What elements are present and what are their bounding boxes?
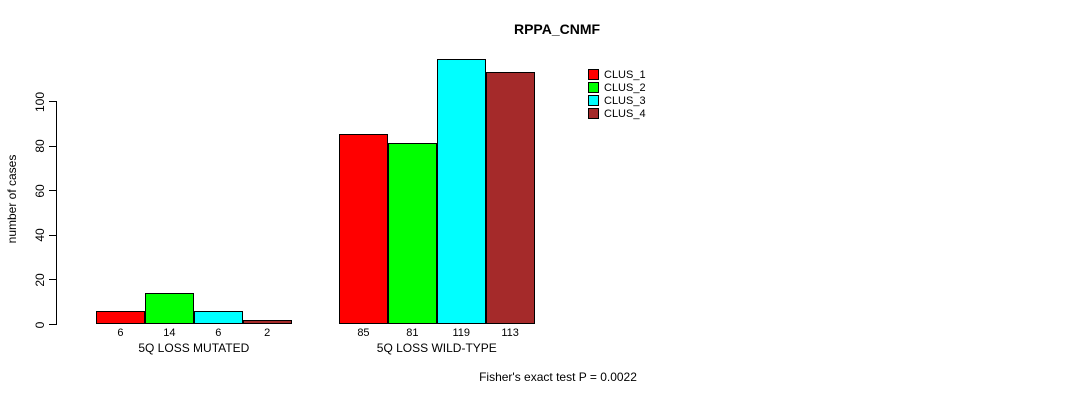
y-tick-label: 60 bbox=[33, 184, 47, 198]
y-axis-tick bbox=[49, 279, 57, 281]
bar-value-label: 14 bbox=[163, 327, 176, 339]
legend-item-clus_3: CLUS_3 bbox=[588, 94, 646, 107]
x-category-label: 5Q LOSS MUTATED bbox=[138, 341, 250, 355]
y-axis-tick bbox=[49, 145, 57, 147]
y-axis-tick bbox=[49, 101, 57, 102]
y-axis-tick bbox=[49, 190, 57, 192]
legend-item-label: CLUS_3 bbox=[604, 94, 646, 107]
bar-value-label: 6 bbox=[215, 327, 222, 339]
y-axis-tick bbox=[49, 324, 57, 325]
bar-clus_4-group2 bbox=[485, 72, 535, 324]
y-tick-label: 100 bbox=[33, 91, 47, 112]
bar-clus_1-group1 bbox=[96, 310, 145, 324]
x-category-label: 5Q LOSS WILD-TYPE bbox=[376, 341, 497, 355]
bar-clus_4-group1 bbox=[242, 319, 292, 324]
bar-clus_3-group2 bbox=[436, 58, 486, 324]
bar-clus_2-group1 bbox=[144, 292, 194, 324]
bar-clus_3-group1 bbox=[193, 310, 243, 324]
y-tick-label: 40 bbox=[33, 228, 47, 242]
y-tick-label: 20 bbox=[33, 273, 47, 287]
bar-value-label: 113 bbox=[501, 327, 519, 339]
legend-item-label: CLUS_2 bbox=[604, 81, 646, 94]
bar-value-label: 2 bbox=[264, 327, 271, 339]
legend-swatch-icon bbox=[588, 108, 599, 119]
bar-clus_2-group2 bbox=[387, 143, 437, 324]
legend-item-clus_1: CLUS_1 bbox=[588, 68, 646, 81]
y-axis-line bbox=[56, 101, 57, 325]
legend-swatch-icon bbox=[588, 69, 599, 80]
stats-footnote: Fisher's exact test P = 0.0022 bbox=[479, 370, 637, 384]
y-tick-label: 80 bbox=[33, 139, 47, 153]
legend-item-label: CLUS_1 bbox=[604, 68, 646, 81]
legend-swatch-icon bbox=[588, 95, 599, 106]
bar-clus_1-group2 bbox=[339, 134, 388, 324]
y-tick-label: 0 bbox=[33, 321, 47, 328]
bar-value-label: 6 bbox=[117, 327, 124, 339]
legend-item-clus_2: CLUS_2 bbox=[588, 81, 646, 94]
chart-title: RPPA_CNMF bbox=[513, 21, 601, 37]
bar-value-label: 81 bbox=[406, 327, 419, 339]
legend-swatch-icon bbox=[588, 82, 599, 93]
legend-item-label: CLUS_4 bbox=[604, 107, 646, 120]
y-axis-tick bbox=[49, 234, 57, 236]
y-axis-title: number of cases bbox=[5, 154, 19, 244]
bar-value-label: 85 bbox=[357, 327, 370, 339]
bar-value-label: 119 bbox=[452, 327, 471, 339]
legend-item-clus_4: CLUS_4 bbox=[588, 107, 646, 120]
